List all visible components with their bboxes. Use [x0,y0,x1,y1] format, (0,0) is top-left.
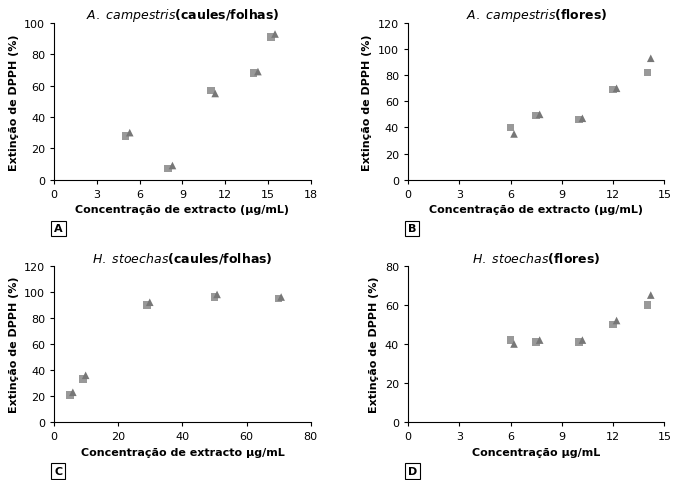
Point [534,336,545,344]
Text: C: C [54,466,62,476]
Point [248,70,259,78]
X-axis label: Concentração de extracto µg/mL: Concentração de extracto µg/mL [81,447,284,457]
Title: $\mathbf{\it{H.}\ \it{stoechas}}$$\mathbf{ (flores)}$: $\mathbf{\it{H.}\ \it{stoechas}}$$\mathb… [472,250,601,265]
Point [611,85,622,93]
Text: B: B [408,224,416,234]
Point [505,336,516,344]
Point [163,166,174,173]
Point [577,115,588,123]
Point [120,132,131,140]
Point [209,294,220,301]
Point [508,340,519,348]
Point [574,338,584,346]
X-axis label: Concentração de extracto (µg/mL): Concentração de extracto (µg/mL) [75,205,290,215]
Point [252,69,263,76]
Y-axis label: Extinção de DPPH (%): Extinção de DPPH (%) [9,34,19,170]
Title: $\mathbf{\it{H.}\ \it{stoechas}}$$\mathbf{ (caules/folhas)}$: $\mathbf{\it{H.}\ \it{stoechas}}$$\mathb… [92,251,273,265]
Point [67,389,78,396]
Point [645,55,656,63]
Y-axis label: Extinção de DPPH (%): Extinção de DPPH (%) [9,276,18,412]
Point [645,292,656,300]
Point [534,111,545,119]
Y-axis label: Extinção de DPPH (%): Extinção de DPPH (%) [362,34,372,170]
Point [611,317,622,324]
Y-axis label: Extinção de DPPH (%): Extinção de DPPH (%) [370,276,380,412]
Point [212,291,222,299]
Point [265,34,276,42]
Point [642,301,653,309]
Point [144,299,155,306]
Point [210,90,220,98]
Title: $\mathbf{\it{A.}\ \it{campestris}}$$\mathbf{ (flores)}$: $\mathbf{\it{A.}\ \it{campestris}}$$\mat… [466,7,607,24]
Point [276,294,287,301]
Point [65,391,76,399]
Point [607,86,618,94]
Point [167,162,178,170]
X-axis label: Concentração de extracto (µg/mL): Concentração de extracto (µg/mL) [429,205,643,215]
Point [270,31,281,39]
Point [124,130,135,137]
Text: D: D [408,466,417,476]
Text: A: A [54,224,63,234]
Point [642,70,653,77]
Point [531,338,542,346]
Point [80,372,91,379]
Title: $\mathbf{\it{A.}\ \it{campestris}}$$\mathbf{ (caules/folhas)}$: $\mathbf{\it{A.}\ \it{campestris}}$$\mat… [85,7,279,24]
Point [508,131,519,139]
Point [142,301,153,309]
Point [205,87,216,95]
Point [577,336,588,344]
Point [273,295,284,302]
Point [574,117,584,124]
Point [531,113,542,120]
X-axis label: Concentração µg/mL: Concentração µg/mL [472,447,601,457]
Point [505,124,516,132]
Point [607,321,618,329]
Point [78,375,89,383]
